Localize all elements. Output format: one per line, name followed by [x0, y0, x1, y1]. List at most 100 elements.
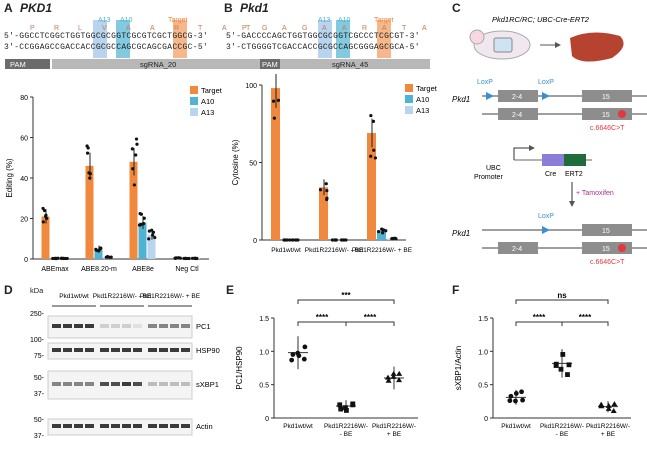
amino-acid-0: P	[30, 25, 35, 32]
target-highlight	[173, 20, 187, 58]
amino-acid-9: A	[422, 25, 427, 32]
target-tag: Target	[168, 17, 188, 24]
kda-label: kDa	[30, 286, 44, 295]
amino-acid-1: R	[54, 25, 59, 32]
amino-acid-5: A	[150, 25, 155, 32]
sgrna-box-b	[280, 59, 430, 69]
pam-box	[5, 59, 50, 69]
panel-label-b: B	[224, 1, 233, 15]
marker-label: 250-	[30, 311, 45, 318]
bar-target	[129, 161, 138, 259]
data-point	[513, 391, 519, 396]
liver-icon	[570, 32, 624, 62]
svg-text:2-4: 2-4	[512, 112, 522, 119]
data-point	[142, 216, 146, 220]
data-point	[41, 220, 45, 224]
band	[170, 382, 179, 386]
panel-b-gene: Pkd1	[240, 1, 269, 15]
data-point	[104, 255, 108, 259]
y-axis-label: sXBP1/Actin	[454, 346, 463, 390]
amino-acid-7: T	[198, 25, 203, 32]
band	[181, 348, 190, 352]
legend-swatch	[405, 95, 413, 103]
legend-label: A10	[201, 97, 214, 106]
svg-text:2-4: 2-4	[512, 246, 522, 253]
data-point	[371, 119, 376, 123]
data-point	[381, 231, 385, 235]
data-point	[98, 246, 102, 250]
y-tick-label: 60	[20, 136, 28, 143]
data-point	[560, 352, 566, 357]
marker-label: 100-	[30, 337, 45, 344]
blot-strip	[47, 315, 193, 339]
a13-tag: A13	[98, 17, 111, 24]
marker-label: 37-	[34, 433, 45, 440]
x-tick-label: ABE8e	[132, 266, 154, 273]
data-point	[377, 229, 381, 234]
x-tick-label: Neg Ctl	[175, 266, 199, 273]
data-point	[553, 361, 559, 367]
ubc-label: UBC	[486, 165, 501, 172]
band	[100, 424, 109, 428]
x-tick-label: Pkd1R2216W/-	[540, 423, 584, 430]
data-point	[53, 256, 58, 260]
ert2-label: ERT2	[565, 171, 583, 178]
band	[74, 382, 83, 386]
x-tick-label: ABEmax	[41, 266, 69, 273]
data-point	[147, 229, 151, 233]
svg-text:15: 15	[602, 246, 610, 253]
y-axis-label: PC1/HSP90	[235, 346, 244, 390]
data-point	[396, 377, 403, 383]
loxp-label-3: LoxP	[538, 213, 554, 220]
band	[63, 324, 72, 328]
band	[148, 348, 157, 352]
pam-label: PAM	[10, 60, 26, 69]
sig-bracket	[561, 321, 609, 326]
mouse-genotype: Pkd1RC/RC; UBC-Cre-ERT2	[492, 15, 590, 24]
data-point	[137, 223, 142, 227]
a10-tag-b: A10	[338, 17, 351, 24]
data-point	[130, 147, 134, 151]
x-tick-label-2: + BE	[601, 431, 616, 438]
x-tick-label: Pkd1wt/wt	[501, 423, 531, 430]
data-point	[45, 216, 49, 220]
band	[63, 424, 72, 428]
y-tick-label: 1.0	[478, 349, 488, 356]
y-tick-label: 0	[253, 238, 257, 245]
data-point	[301, 356, 307, 362]
amino-acid-3: V	[102, 25, 107, 32]
sig-label: ****	[533, 313, 546, 322]
y-tick-label: 50	[249, 161, 257, 168]
amino-acid-6: R	[174, 25, 179, 32]
sig-label: ****	[579, 313, 592, 322]
band-label: Actin	[196, 422, 213, 431]
promoter-label: Promoter	[474, 174, 503, 181]
data-point	[350, 402, 356, 408]
data-point	[151, 230, 156, 234]
pam-label-b: PAM	[262, 60, 278, 69]
x-tick-label: Pkd1R2216W/- + BE	[352, 247, 413, 254]
data-point	[558, 366, 564, 372]
band	[52, 348, 61, 352]
data-point	[324, 182, 328, 186]
data-point	[289, 357, 295, 363]
syringe-icon	[493, 37, 513, 53]
cre-label: Cre	[545, 171, 556, 178]
data-point	[605, 405, 612, 411]
band	[111, 348, 120, 352]
data-point	[341, 238, 345, 242]
band	[159, 382, 168, 386]
svg-text:2-4: 2-4	[512, 94, 522, 101]
bar-a10	[94, 248, 103, 259]
band	[133, 424, 142, 428]
pam-box-b	[260, 59, 280, 69]
seq-bot-a: 3'-CCGGAGCCGACCACCGCGCCAGCGCAGCGACCGC-5'	[4, 43, 209, 52]
data-point	[193, 256, 197, 260]
sig-bracket	[297, 321, 347, 326]
data-point	[134, 137, 139, 141]
band	[181, 382, 190, 386]
band	[85, 382, 94, 386]
data-point	[97, 249, 101, 253]
band	[100, 324, 109, 328]
data-point	[598, 403, 605, 409]
